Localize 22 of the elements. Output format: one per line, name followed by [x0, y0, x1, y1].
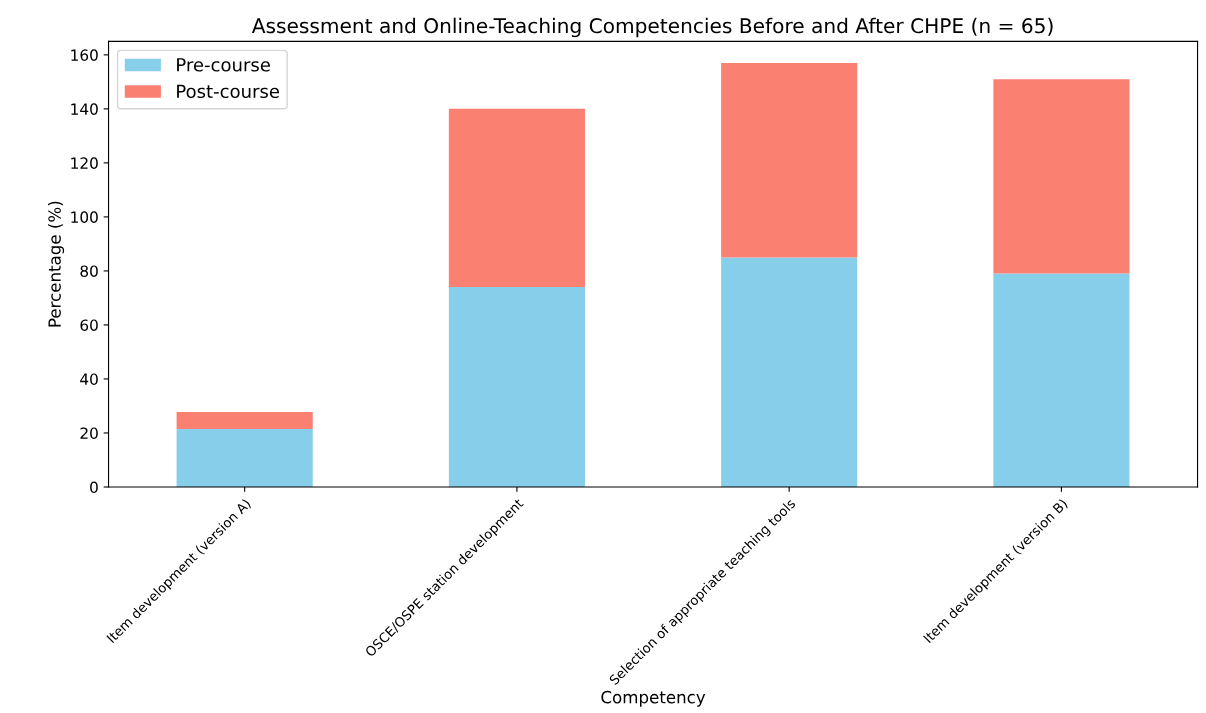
y-axis-title: Percentage (%) [47, 201, 65, 327]
y-tick-label: 0 [90, 481, 98, 493]
y-tick-label: 140 [71, 103, 98, 115]
y-tick-label: 20 [80, 427, 98, 439]
y-tick-label: 80 [80, 265, 98, 277]
chart-title: Assessment and Online-Teaching Competencies Before and After CHPE (n = 65) [251, 17, 1053, 38]
legend-label: Pre-course [177, 58, 270, 72]
y-tick-label: 100 [71, 211, 98, 223]
bar [176, 411, 313, 429]
bar [721, 257, 858, 487]
bar [721, 62, 858, 258]
bar [993, 273, 1130, 487]
y-tick-label: 60 [80, 319, 98, 331]
bar [448, 287, 585, 487]
x-axis-title: Competency [601, 690, 706, 707]
y-tick-label: 120 [71, 157, 98, 169]
bar [993, 79, 1130, 274]
bar [176, 428, 313, 487]
legend-label: Post-course [177, 84, 280, 99]
y-tick-label: 160 [71, 49, 98, 61]
y-tick-label: 40 [80, 373, 98, 385]
bar [448, 108, 585, 288]
